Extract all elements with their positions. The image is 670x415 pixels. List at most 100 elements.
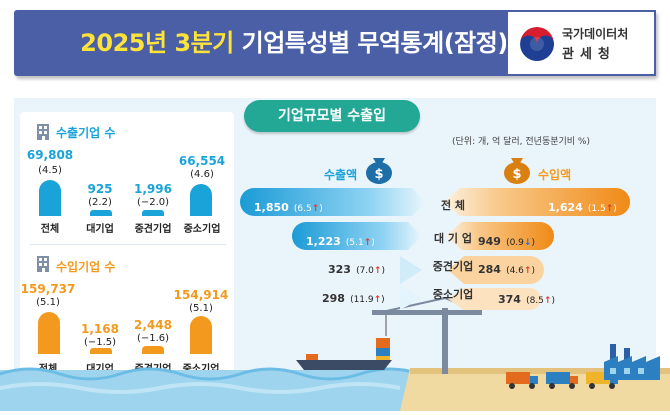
import-value: 1,624 (548, 201, 583, 214)
building-icon (36, 122, 52, 144)
import-value: 949 (478, 235, 501, 248)
up-arrow-icon: ↑ (373, 266, 382, 276)
up-arrow-icon: ↑ (523, 266, 532, 276)
exporters-bar (90, 210, 112, 216)
taegeuk-emblem-icon (520, 27, 554, 61)
svg-text:$: $ (374, 167, 383, 182)
export-value: 323 (328, 263, 351, 276)
agency-logo: 국가데이터처 관세청 (506, 10, 656, 76)
title-year: 2025년 3분기 (80, 29, 234, 57)
importers-bar (90, 348, 112, 354)
down-arrow-icon: ↓ (523, 238, 532, 248)
cargo-ship-icon (296, 332, 406, 376)
exporters-label: 수출기업 수 (56, 126, 116, 140)
importers-value: 1,168 (81, 322, 119, 336)
row-label: 대 기 업 (433, 232, 473, 245)
harbor-illustration (0, 352, 670, 411)
importers-label: 수입기업 수 (56, 260, 116, 274)
importers-category: 중소기업 (182, 364, 220, 375)
export-change: (7.0 (356, 266, 374, 276)
money-bag-icon: $ (502, 152, 532, 188)
exporters-value: 69,808 (26, 148, 74, 162)
export-value: 298 (322, 292, 345, 305)
up-arrow-icon: ↑ (311, 204, 320, 214)
import-change: (4.6 (506, 266, 524, 276)
importers-bar (38, 312, 60, 354)
exporters-value: 66,554 (178, 154, 226, 168)
exporters-change: (4.6) (190, 169, 214, 180)
importers-change: (5.1) (189, 303, 213, 314)
page-title: 2025년 3분기 기업특성별 무역통계(잠정) (14, 10, 574, 76)
unit-note: (단위: 개, 억 달러, 전년동분기비 %) (452, 137, 590, 147)
export-row: 323 (7.0↑) (328, 258, 385, 277)
export-row: 298 (11.9↑) (322, 287, 385, 306)
up-arrow-icon: ↑ (543, 296, 552, 306)
importers-value: 154,914 (173, 288, 229, 302)
export-amount-label: 수출액 (324, 168, 358, 182)
row-label: 중소기업 (432, 288, 474, 301)
import-row: 1,624 (1.5↑) (548, 196, 617, 215)
export-change: (5.1 (345, 238, 364, 248)
importers-change: (5.1) (36, 297, 60, 308)
exporters-value: 1,996 (134, 182, 172, 196)
paren: ) (613, 204, 617, 214)
importers-category: 대기업 (86, 364, 114, 375)
exporters-category: 중견기업 (134, 224, 172, 235)
exporters-change: (−2.0) (136, 197, 170, 208)
exporters-change: (2.2) (88, 197, 112, 208)
importers-bar (142, 346, 164, 354)
import-row: 949 (0.9↓) (478, 230, 535, 249)
svg-text:$: $ (512, 167, 521, 182)
export-row: 1,850 (6.5↑) (254, 196, 323, 215)
export-change: (6.5 (293, 204, 312, 214)
import-change: (0.9 (506, 238, 524, 248)
agency-name-2: 관세청 (562, 47, 616, 62)
export-value: 1,850 (254, 201, 289, 214)
exporters-category: 중소기업 (183, 224, 221, 235)
up-arrow-icon: ↑ (373, 295, 382, 305)
importers-change: (−1.5) (83, 337, 117, 348)
paren: ) (381, 295, 385, 305)
export-funnel (240, 186, 430, 314)
up-arrow-icon: ↑ (605, 204, 614, 214)
agency-name-1: 국가데이터처 (562, 27, 629, 41)
factory-icon (604, 340, 664, 384)
importers-change: (−1.6) (136, 333, 170, 344)
trade-section-tag: 기업규모별 수출입 (244, 100, 420, 132)
exporters-bar (190, 184, 212, 216)
exporters-value: 925 (87, 182, 113, 196)
import-amount-label: 수입액 (538, 168, 572, 182)
import-funnel (430, 186, 630, 314)
exporters-category: 대기업 (86, 224, 114, 235)
import-row: 374 (8.5↑) (498, 288, 555, 307)
money-bag-icon: $ (364, 152, 394, 188)
export-value: 1,223 (306, 235, 341, 248)
import-row: 284 (4.6↑) (478, 258, 535, 277)
row-label: 전 체 (440, 199, 466, 212)
paren: ) (371, 238, 375, 248)
paren: ) (531, 266, 535, 276)
row-label: 중견기업 (432, 260, 474, 273)
export-change: (11.9 (350, 295, 374, 305)
building-icon (36, 254, 52, 276)
header-banner: 2025년 3분기 기업특성별 무역통계(잠정) 국가데이터처 관세청 (14, 10, 656, 76)
up-arrow-icon: ↑ (363, 238, 372, 248)
paren: ) (531, 238, 535, 248)
exporters-change: (4.5) (38, 165, 62, 176)
import-value: 374 (498, 293, 521, 306)
exporters-bar (142, 210, 164, 216)
export-row: 1,223 (5.1↑) (306, 230, 375, 249)
exporters-bar (39, 180, 61, 216)
paren: ) (319, 204, 323, 214)
importers-value: 2,448 (134, 318, 172, 332)
exporters-category: 전체 (40, 224, 60, 235)
import-value: 284 (478, 263, 501, 276)
truck-icon (506, 366, 618, 394)
paren: ) (551, 296, 555, 306)
divider (30, 244, 226, 245)
import-change: (8.5 (526, 296, 544, 306)
importers-value: 159,737 (20, 282, 76, 296)
paren: ) (381, 266, 385, 276)
title-subject: 기업특성별 무역통계(잠정) (241, 29, 509, 57)
importers-bar (190, 316, 212, 354)
